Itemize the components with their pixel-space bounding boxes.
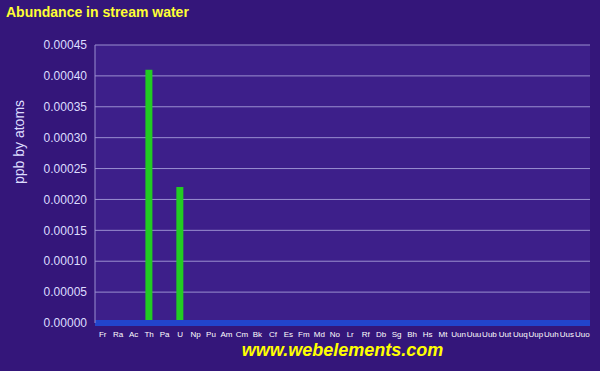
html-text:www.webelements.com: www.webelements.com xyxy=(241,340,444,360)
svg-text:Uus: Uus xyxy=(560,330,574,339)
svg-text:Pu: Pu xyxy=(206,330,216,339)
svg-text:No: No xyxy=(330,330,341,339)
svg-text:0.00005: 0.00005 xyxy=(44,285,88,299)
svg-text:0.00015: 0.00015 xyxy=(44,224,88,238)
html-text:Abundance in stream water: Abundance in stream water xyxy=(6,4,189,20)
svg-text:Uun: Uun xyxy=(451,330,466,339)
svg-text:0.00045: 0.00045 xyxy=(44,38,88,52)
svg-text:U: U xyxy=(177,330,183,339)
svg-text:Cf: Cf xyxy=(269,330,278,339)
svg-text:Bh: Bh xyxy=(407,330,417,339)
svg-text:0.00010: 0.00010 xyxy=(44,254,88,268)
svg-text:Md: Md xyxy=(314,330,325,339)
svg-text:Hs: Hs xyxy=(423,330,433,339)
svg-text:Fm: Fm xyxy=(298,330,310,339)
svg-text:Uuo: Uuo xyxy=(575,330,590,339)
svg-text:Mt: Mt xyxy=(439,330,449,339)
svg-text:Db: Db xyxy=(376,330,387,339)
svg-text:Bk: Bk xyxy=(253,330,263,339)
svg-text:0.00040: 0.00040 xyxy=(44,69,88,83)
svg-text:Uuu: Uuu xyxy=(467,330,482,339)
svg-text:Es: Es xyxy=(284,330,293,339)
svg-text:Am: Am xyxy=(220,330,232,339)
svg-text:Uuq: Uuq xyxy=(513,330,528,339)
svg-text:0.00030: 0.00030 xyxy=(44,131,88,145)
svg-text:Np: Np xyxy=(190,330,201,339)
svg-text:Sg: Sg xyxy=(392,330,402,339)
svg-text:Rf: Rf xyxy=(362,330,371,339)
svg-text:0.00000: 0.00000 xyxy=(44,316,88,330)
svg-text:0.00020: 0.00020 xyxy=(44,193,88,207)
svg-text:0.00035: 0.00035 xyxy=(44,100,88,114)
svg-text:ppb by atoms: ppb by atoms xyxy=(11,100,27,184)
svg-text:Fr: Fr xyxy=(99,330,107,339)
svg-text:Uut: Uut xyxy=(499,330,512,339)
svg-text:Th: Th xyxy=(144,330,153,339)
svg-text:Pa: Pa xyxy=(160,330,170,339)
svg-text:Lr: Lr xyxy=(347,330,354,339)
svg-text:Uup: Uup xyxy=(529,330,544,339)
svg-text:Ac: Ac xyxy=(129,330,138,339)
svg-text:Ra: Ra xyxy=(113,330,124,339)
svg-text:Uub: Uub xyxy=(482,330,497,339)
svg-text:Cm: Cm xyxy=(236,330,249,339)
svg-text:0.00025: 0.00025 xyxy=(44,162,88,176)
svg-text:Uuh: Uuh xyxy=(544,330,559,339)
